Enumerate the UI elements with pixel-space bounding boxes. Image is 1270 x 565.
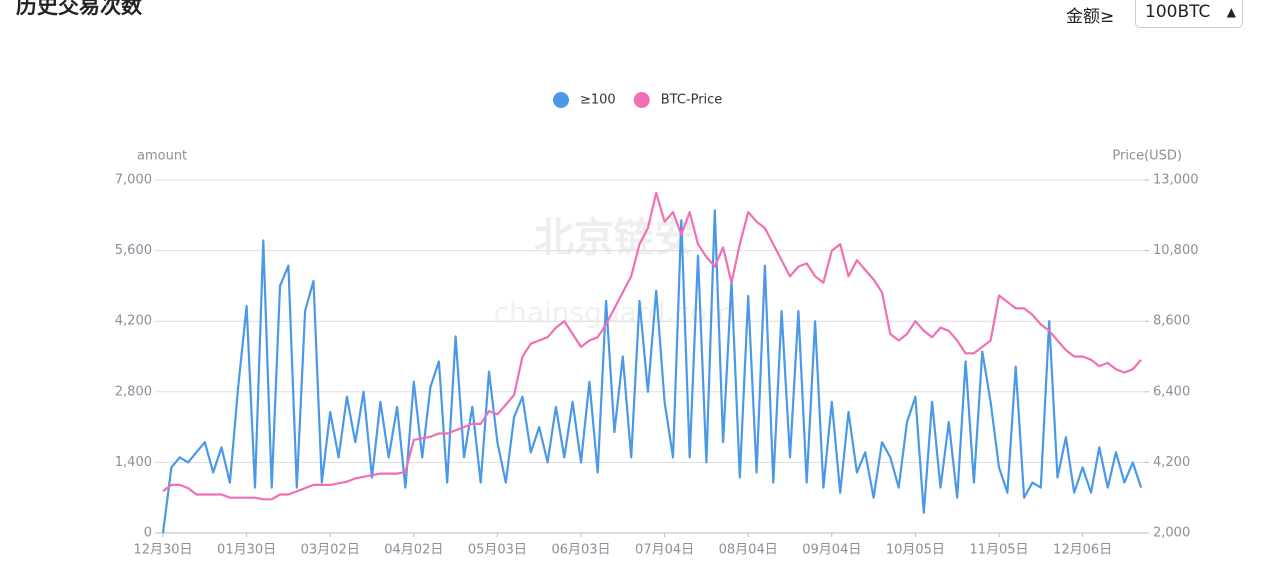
series-line: [162, 191, 1142, 501]
x-tick-label: 05月03日: [468, 543, 527, 558]
y2-tick-label: 13,000: [1153, 173, 1199, 188]
y2-axis-label: Price(USD): [1112, 149, 1182, 164]
x-tick-label: 04月02日: [384, 543, 443, 558]
y-axis-label: amount: [137, 149, 187, 164]
x-tick-label: 03月02日: [301, 543, 360, 558]
x-tick-label: 12月06日: [1053, 543, 1112, 558]
x-tick-label: 11月05日: [969, 543, 1028, 558]
x-tick-label: 07月04日: [635, 543, 694, 558]
filter-label: 金额≥: [1066, 7, 1115, 27]
watermark: 北京链安: [534, 215, 694, 261]
y2-tick-label: 10,800: [1153, 243, 1199, 258]
x-tick-label: 12月30日: [133, 543, 192, 558]
legend-label: ≥100: [580, 93, 616, 108]
y2-tick-label: 2,000: [1153, 526, 1190, 541]
legend-swatch: [633, 92, 650, 108]
watermark: chainsguard.com: [494, 296, 735, 329]
x-tick-label: 08月04日: [719, 543, 778, 558]
series-line: [161, 209, 1143, 534]
y-tick-label: 7,000: [115, 173, 152, 188]
x-tick-label: 06月03日: [551, 543, 610, 558]
x-tick-label: 01月30日: [217, 543, 276, 558]
y-tick-label: 0: [144, 526, 152, 541]
y2-tick-label: 8,600: [1153, 314, 1190, 329]
select-arrow: ▲: [1226, 5, 1236, 19]
y-tick-label: 4,200: [115, 314, 152, 329]
legend-swatch: [553, 92, 569, 108]
y-tick-label: 2,800: [115, 384, 152, 399]
y-tick-label: 5,600: [115, 243, 152, 258]
x-tick-label: 09月04日: [802, 543, 861, 558]
select-value: 100BTC: [1145, 2, 1211, 22]
legend-label: BTC-Price: [661, 93, 723, 108]
y-tick-label: 1,400: [115, 455, 152, 470]
page-title: 历史交易次数: [16, 0, 142, 18]
amount-select[interactable]: 100BTC ▲: [1135, 0, 1243, 28]
x-tick-label: 10月05日: [886, 543, 945, 558]
y2-tick-label: 6,400: [1153, 384, 1190, 399]
y2-tick-label: 4,200: [1153, 455, 1190, 470]
